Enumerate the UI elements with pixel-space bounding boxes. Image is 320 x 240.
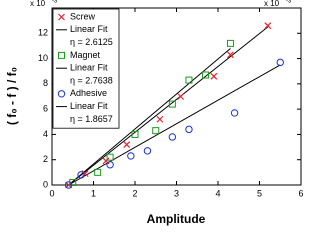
marker-square bbox=[69, 178, 77, 186]
marker-square bbox=[58, 51, 65, 59]
marker-x bbox=[177, 93, 185, 100]
fit-line bbox=[68, 48, 231, 186]
marker-square bbox=[202, 71, 210, 79]
marker-square bbox=[131, 130, 139, 138]
marker-square bbox=[168, 100, 176, 108]
marker-circle bbox=[276, 58, 284, 67]
marker-circle bbox=[57, 90, 66, 98]
marker-circle bbox=[143, 147, 152, 155]
marker-square bbox=[226, 39, 234, 47]
marker-x bbox=[81, 170, 89, 178]
marker-x bbox=[227, 51, 234, 59]
marker-x bbox=[156, 115, 164, 123]
marker-circle bbox=[185, 125, 193, 134]
x-tick-label: 1 bbox=[91, 188, 96, 198]
legend-note: η = 2.6125 bbox=[70, 37, 113, 47]
x-tick-label: 3 bbox=[174, 188, 179, 198]
marker-circle bbox=[106, 161, 114, 169]
y-tick-label: 8 bbox=[43, 78, 48, 88]
marker-circle bbox=[230, 109, 239, 117]
y-multiplier-exp: -3 bbox=[52, 0, 58, 5]
marker-x bbox=[65, 181, 73, 189]
legend-label: Screw bbox=[70, 11, 96, 21]
marker-x bbox=[58, 13, 65, 21]
legend-note: η = 1.8657 bbox=[70, 114, 113, 124]
marker-circle bbox=[64, 181, 73, 189]
x-tick-label: 0 bbox=[49, 188, 54, 198]
y-tick-label: 6 bbox=[43, 104, 48, 114]
legend-label: Linear Fit bbox=[70, 101, 108, 111]
legend-label: Linear Fit bbox=[70, 24, 108, 34]
y-multiplier: x 10 bbox=[30, 0, 46, 8]
page: Amplitude ( f₀ - f ) / f₀ 0 1 2 3 4 5 6 0 2 4 6 8 10… bbox=[5, 0, 304, 227]
y-tick-label: 0 bbox=[43, 179, 48, 189]
y-tick-label: 12 bbox=[38, 28, 48, 38]
marker-x bbox=[264, 22, 272, 30]
y-tick-label: 2 bbox=[43, 154, 48, 164]
marker-x bbox=[210, 72, 218, 80]
marker-square bbox=[152, 127, 160, 135]
marker-square bbox=[106, 153, 114, 161]
x-tick-label: 5 bbox=[257, 188, 262, 198]
x-tick-label: 2 bbox=[132, 188, 137, 198]
marker-square bbox=[94, 168, 102, 176]
x-tick-label: 4 bbox=[215, 188, 220, 198]
x-axis-label: Amplitude bbox=[147, 212, 206, 226]
legend-label: Adhesive bbox=[70, 88, 107, 98]
y-axis-label: ( f₀ - f ) / f₀ bbox=[5, 67, 19, 125]
legend-label: Magnet bbox=[70, 50, 101, 60]
x-multiplier: x 10 bbox=[264, 0, 280, 8]
y-tick-label: 10 bbox=[38, 53, 48, 63]
chart: Amplitude ( f₀ - f ) / f₀ 0 1 2 3 4 5 60246810… bbox=[5, 0, 303, 226]
marker-circle bbox=[127, 152, 135, 160]
x-tick-label: 6 bbox=[298, 188, 303, 198]
legend: Screw Linear Fit η = 2.6125 Magnet Linear Fi… bbox=[52, 8, 120, 129]
legend-note: η = 2.7638 bbox=[70, 75, 113, 85]
x-multiplier-exp: -3 bbox=[286, 0, 292, 5]
marker-circle bbox=[168, 133, 177, 141]
marker-square bbox=[185, 76, 193, 84]
fit-line bbox=[68, 64, 281, 186]
marker-circle bbox=[77, 171, 85, 179]
y-tick-label: 4 bbox=[43, 129, 48, 139]
legend-label: Linear Fit bbox=[70, 63, 108, 73]
marker-x bbox=[123, 141, 131, 148]
fit-line bbox=[68, 26, 269, 186]
marker-x bbox=[102, 157, 110, 165]
